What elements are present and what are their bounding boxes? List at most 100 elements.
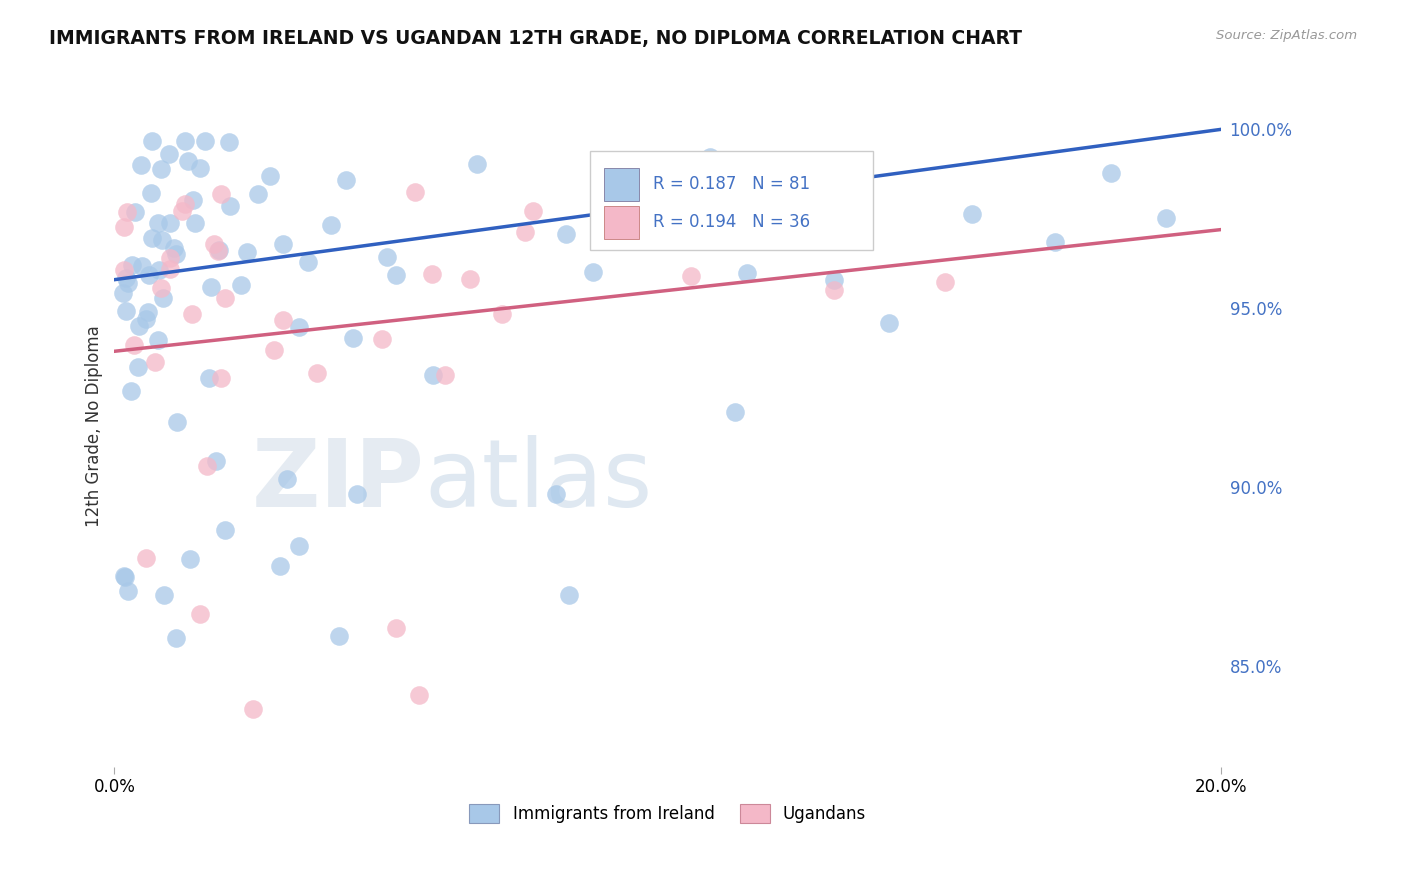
Point — [288, 320, 311, 334]
Point — [276, 472, 298, 486]
Point — [159, 252, 181, 266]
Text: IMMIGRANTS FROM IRELAND VS UGANDAN 12TH GRADE, NO DIPLOMA CORRELATION CHART: IMMIGRANTS FROM IRELAND VS UGANDAN 12TH … — [49, 29, 1022, 47]
Point — [259, 169, 281, 183]
Point — [117, 584, 139, 599]
FancyBboxPatch shape — [603, 206, 640, 239]
Point — [111, 285, 134, 300]
Point — [934, 275, 956, 289]
FancyBboxPatch shape — [591, 151, 873, 250]
FancyBboxPatch shape — [603, 168, 640, 201]
Point — [1154, 211, 1177, 225]
Point — [181, 193, 204, 207]
Point — [114, 271, 136, 285]
Point — [150, 281, 173, 295]
Point — [135, 551, 157, 566]
Point — [165, 631, 187, 645]
Point — [522, 203, 544, 218]
Point — [179, 552, 201, 566]
Point — [166, 247, 188, 261]
Point — [1045, 235, 1067, 249]
Point — [173, 197, 195, 211]
Point — [1099, 166, 1122, 180]
Point — [159, 261, 181, 276]
Point — [214, 291, 236, 305]
Point — [679, 269, 702, 284]
Point — [136, 305, 159, 319]
Point — [269, 559, 291, 574]
Point — [960, 207, 983, 221]
Point — [375, 250, 398, 264]
Text: R = 0.194   N = 36: R = 0.194 N = 36 — [654, 213, 811, 231]
Point — [112, 262, 135, 277]
Point — [135, 312, 157, 326]
Point — [166, 416, 188, 430]
Point — [131, 259, 153, 273]
Point — [112, 569, 135, 583]
Point — [115, 304, 138, 318]
Point — [823, 283, 845, 297]
Point — [141, 186, 163, 201]
Point — [515, 225, 537, 239]
Text: R = 0.187   N = 81: R = 0.187 N = 81 — [654, 176, 811, 194]
Point — [209, 186, 232, 201]
Legend: Immigrants from Ireland, Ugandans: Immigrants from Ireland, Ugandans — [470, 804, 866, 822]
Point — [321, 218, 343, 232]
Point — [214, 523, 236, 537]
Point — [735, 266, 758, 280]
Point — [200, 280, 222, 294]
Point — [342, 331, 364, 345]
Point — [202, 237, 225, 252]
Point — [724, 405, 747, 419]
Point — [124, 204, 146, 219]
Point — [335, 173, 357, 187]
Point — [195, 459, 218, 474]
Point — [176, 154, 198, 169]
Point — [384, 268, 406, 282]
Point — [458, 272, 481, 286]
Point — [346, 487, 368, 501]
Point — [207, 244, 229, 258]
Point — [184, 216, 207, 230]
Point — [645, 169, 668, 183]
Point — [219, 198, 242, 212]
Point — [150, 161, 173, 176]
Point — [420, 267, 443, 281]
Point — [246, 187, 269, 202]
Point — [143, 355, 166, 369]
Point — [128, 318, 150, 333]
Point — [305, 366, 328, 380]
Point — [408, 688, 430, 702]
Point — [150, 234, 173, 248]
Point — [271, 312, 294, 326]
Point — [148, 333, 170, 347]
Point — [544, 487, 567, 501]
Point — [613, 193, 636, 207]
Point — [218, 135, 240, 149]
Point — [114, 219, 136, 234]
Point — [129, 158, 152, 172]
Point — [148, 263, 170, 277]
Y-axis label: 12th Grade, No Diploma: 12th Grade, No Diploma — [86, 326, 103, 527]
Point — [172, 203, 194, 218]
Point — [146, 216, 169, 230]
Point — [491, 307, 513, 321]
Point — [157, 147, 180, 161]
Point — [121, 258, 143, 272]
Point — [188, 161, 211, 175]
Point — [188, 607, 211, 621]
Point — [117, 204, 139, 219]
Point — [153, 588, 176, 602]
Point — [198, 371, 221, 385]
Point — [205, 453, 228, 467]
Point — [877, 316, 900, 330]
Point — [209, 371, 232, 385]
Point — [297, 255, 319, 269]
Point — [273, 237, 295, 252]
Point — [288, 539, 311, 553]
Point — [263, 343, 285, 357]
Text: Source: ZipAtlas.com: Source: ZipAtlas.com — [1216, 29, 1357, 42]
Point — [433, 368, 456, 382]
Text: ZIP: ZIP — [252, 435, 425, 527]
Point — [236, 245, 259, 260]
Point — [174, 134, 197, 148]
